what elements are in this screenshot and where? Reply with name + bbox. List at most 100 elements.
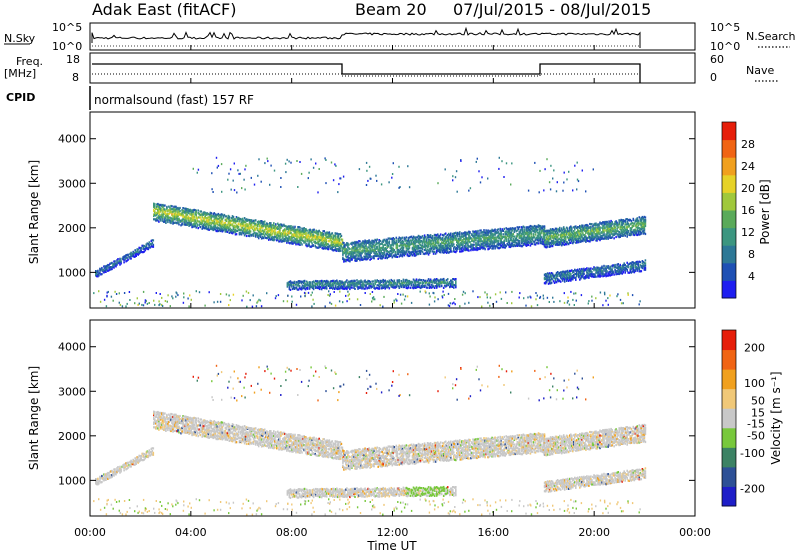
power-cell (601, 265, 603, 268)
power-cell (385, 238, 387, 241)
nsky-trace (91, 26, 641, 48)
power-cell (230, 219, 233, 222)
power-cell (574, 238, 576, 241)
power-cell (390, 283, 393, 287)
power-cell (242, 228, 245, 231)
power-cell (615, 235, 617, 239)
power-cell (477, 239, 479, 242)
power-cell (345, 248, 347, 251)
power-cell (191, 216, 193, 219)
power-cell (355, 250, 357, 253)
power-cell (595, 268, 597, 271)
power-cell (365, 247, 367, 250)
power-cell (417, 244, 420, 248)
power-cell (538, 230, 541, 233)
power-cell (392, 243, 395, 246)
power-cell (394, 281, 397, 285)
power-cell (575, 238, 577, 242)
power-cell (486, 230, 488, 233)
power-cell (438, 244, 441, 247)
power-cell (595, 223, 597, 227)
power-cell (225, 228, 228, 231)
power-cell (491, 230, 493, 233)
power-cell (246, 228, 249, 231)
power-cell (273, 222, 275, 225)
power-cell (590, 233, 592, 236)
power-cell (313, 236, 315, 239)
power-cell (336, 240, 339, 243)
power-cell (608, 235, 610, 239)
cpid-value: normalsound (fast) 157 RF (94, 93, 254, 107)
power-cell (481, 230, 483, 234)
power-cell (624, 231, 626, 234)
power-cell (301, 237, 303, 241)
power-cell (408, 283, 411, 286)
power-cell (129, 257, 131, 260)
power-cell (299, 237, 301, 240)
power-cell (539, 228, 542, 231)
power-cell (475, 244, 477, 247)
power-cell (343, 287, 345, 290)
power-cell (602, 227, 604, 230)
power-cell (404, 279, 407, 282)
power-cell (250, 226, 253, 229)
power-cell (516, 233, 519, 236)
power-cell (446, 245, 449, 248)
power-cell (96, 275, 98, 278)
power-cell (623, 232, 625, 235)
power-cell (472, 239, 474, 242)
power-cell (334, 243, 337, 246)
power-cell (553, 281, 556, 284)
power-cell (229, 219, 232, 222)
power-cell (580, 240, 582, 243)
power-cell (570, 234, 572, 237)
power-cell (582, 232, 584, 235)
power-cell (560, 233, 563, 236)
power-cell (552, 229, 555, 233)
power-cell (438, 236, 441, 239)
power-cell (220, 229, 223, 232)
power-cell (403, 254, 406, 257)
power-cell (606, 233, 608, 236)
power-cell (485, 231, 487, 234)
power-cell (539, 238, 542, 241)
power-cell (325, 235, 327, 238)
power-cell (545, 236, 548, 239)
power-cell (389, 246, 392, 249)
power-cell (248, 221, 251, 224)
power-cell (430, 239, 433, 242)
power-cell (199, 216, 201, 219)
power-cell (457, 239, 459, 242)
power-cell (286, 225, 288, 228)
power-cell (581, 234, 583, 237)
power-cell (487, 231, 489, 235)
power-cell (565, 270, 568, 273)
power-cell (383, 238, 385, 241)
power-cell (273, 236, 275, 239)
power-cell (188, 212, 190, 215)
power-cell (355, 241, 357, 244)
power-cell (314, 285, 317, 288)
power-cell (345, 286, 347, 289)
power-cell (157, 216, 159, 219)
power-cell (601, 223, 603, 226)
power-cell (314, 238, 316, 241)
power-cell (171, 205, 173, 208)
power-cell (293, 230, 295, 233)
power-cell (199, 213, 201, 217)
power-cell (304, 239, 306, 242)
power-cell (501, 243, 503, 246)
power-cell (267, 234, 269, 237)
power-cell (443, 246, 446, 249)
power-cell (622, 266, 624, 269)
power-cell (395, 254, 398, 257)
power-cell (406, 242, 409, 245)
power-cell (341, 287, 343, 290)
power-cell (153, 214, 155, 218)
power-cell (328, 280, 330, 284)
power-cell (489, 232, 491, 235)
power-cell (499, 229, 501, 232)
power-cell (254, 234, 257, 237)
power-cell (358, 250, 360, 253)
power-cell (104, 265, 106, 268)
